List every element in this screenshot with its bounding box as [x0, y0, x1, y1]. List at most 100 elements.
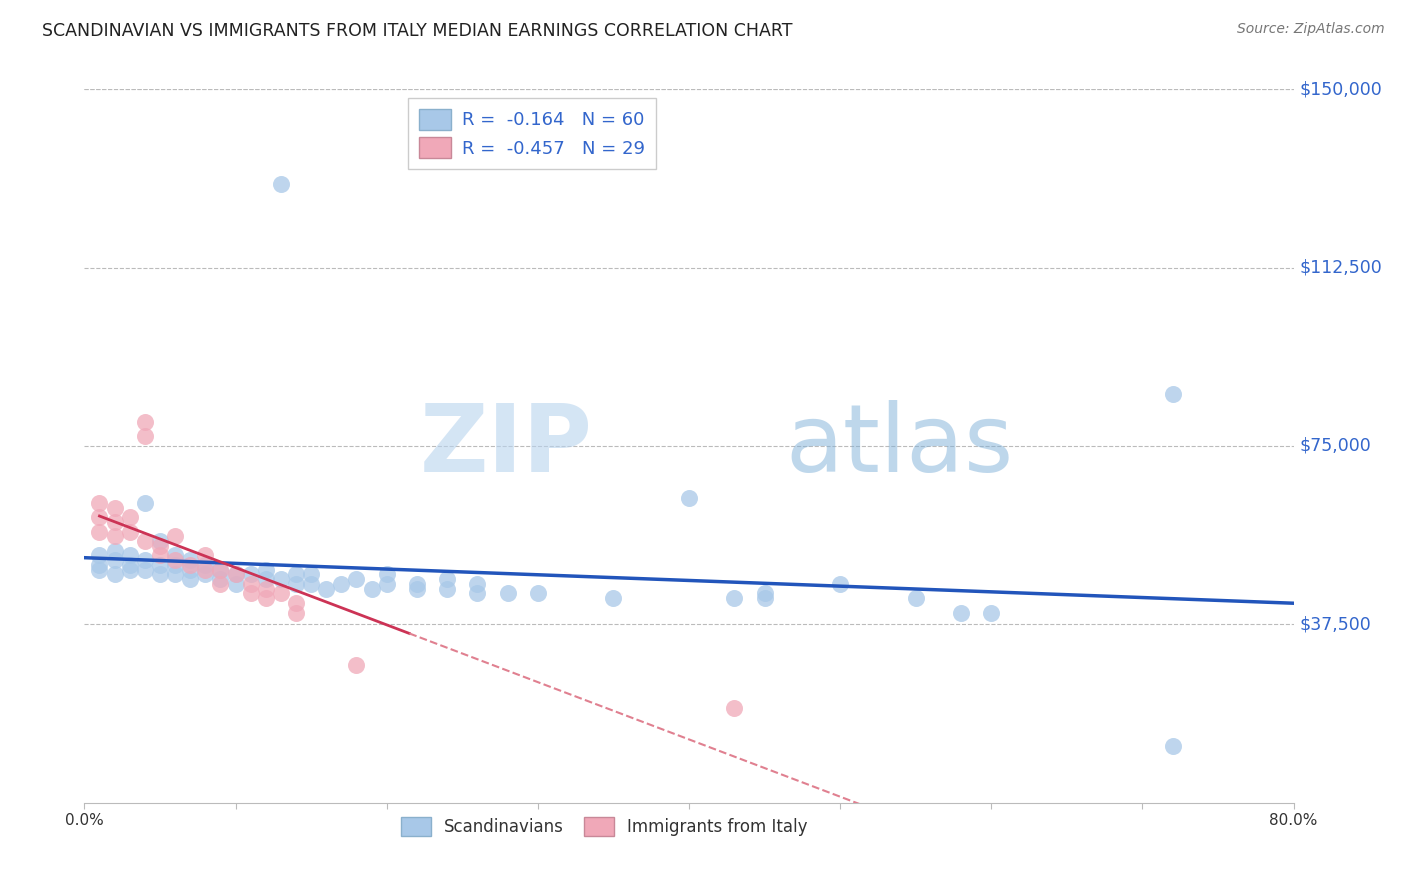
Point [375, 567, 398, 582]
Text: $37,500: $37,500 [1299, 615, 1371, 633]
Point [194, 567, 217, 582]
Point [678, 491, 700, 506]
Point [89, 563, 111, 577]
Point [239, 577, 262, 591]
Point [89, 549, 111, 563]
Point [118, 549, 141, 563]
Point [375, 577, 398, 591]
Point [754, 586, 776, 600]
Point [225, 577, 247, 591]
Point [830, 577, 852, 591]
Point [134, 429, 156, 443]
Point [723, 700, 745, 714]
Text: Source: ZipAtlas.com: Source: ZipAtlas.com [1237, 22, 1385, 37]
Point [346, 572, 368, 586]
Point [118, 524, 141, 539]
Point [134, 496, 156, 510]
Point [209, 577, 232, 591]
Point [104, 515, 127, 529]
Point [209, 572, 232, 586]
Point [254, 582, 277, 596]
Point [149, 558, 172, 572]
Point [165, 553, 187, 567]
Point [406, 582, 429, 596]
Text: ZIP: ZIP [419, 400, 592, 492]
Point [496, 586, 519, 600]
Point [104, 567, 127, 582]
Point [299, 577, 322, 591]
Point [149, 549, 172, 563]
Text: $150,000: $150,000 [1299, 80, 1382, 98]
Point [950, 606, 973, 620]
Point [165, 558, 187, 572]
Point [270, 572, 292, 586]
Point [285, 567, 308, 582]
Point [194, 563, 217, 577]
Point [89, 496, 111, 510]
Point [904, 591, 927, 606]
Point [149, 539, 172, 553]
Point [104, 553, 127, 567]
Point [104, 529, 127, 543]
Point [723, 591, 745, 606]
Point [104, 500, 127, 515]
Point [194, 558, 217, 572]
Point [754, 591, 776, 606]
Point [134, 553, 156, 567]
Text: $75,000: $75,000 [1299, 437, 1371, 455]
Point [225, 567, 247, 582]
Point [118, 563, 141, 577]
Point [118, 558, 141, 572]
Point [360, 582, 382, 596]
Point [346, 657, 368, 672]
Point [299, 567, 322, 582]
Point [436, 582, 458, 596]
Point [239, 567, 262, 582]
Text: SCANDINAVIAN VS IMMIGRANTS FROM ITALY MEDIAN EARNINGS CORRELATION CHART: SCANDINAVIAN VS IMMIGRANTS FROM ITALY ME… [42, 22, 793, 40]
Legend: Scandinavians, Immigrants from Italy: Scandinavians, Immigrants from Italy [392, 808, 815, 845]
Point [134, 415, 156, 429]
Point [602, 591, 624, 606]
Point [254, 563, 277, 577]
Point [467, 577, 489, 591]
Point [149, 567, 172, 582]
Point [194, 549, 217, 563]
Text: atlas: atlas [786, 400, 1014, 492]
Point [89, 558, 111, 572]
Point [1161, 386, 1184, 401]
Point [89, 524, 111, 539]
Point [436, 572, 458, 586]
Point [209, 563, 232, 577]
Point [165, 567, 187, 582]
Point [179, 553, 201, 567]
Point [179, 558, 201, 572]
Point [285, 606, 308, 620]
Point [254, 591, 277, 606]
Point [270, 586, 292, 600]
Point [209, 563, 232, 577]
Point [165, 529, 187, 543]
Point [467, 586, 489, 600]
Point [406, 577, 429, 591]
Point [89, 510, 111, 524]
Point [179, 572, 201, 586]
Point [527, 586, 550, 600]
Point [1161, 739, 1184, 753]
Point [980, 606, 1002, 620]
Point [225, 567, 247, 582]
Point [315, 582, 337, 596]
Point [270, 178, 292, 192]
Point [285, 596, 308, 610]
Text: $112,500: $112,500 [1299, 259, 1382, 277]
Point [254, 572, 277, 586]
Point [149, 534, 172, 549]
Point [104, 543, 127, 558]
Point [118, 510, 141, 524]
Point [330, 577, 353, 591]
Point [134, 534, 156, 549]
Point [165, 549, 187, 563]
Point [239, 586, 262, 600]
Point [134, 563, 156, 577]
Point [179, 563, 201, 577]
Point [285, 577, 308, 591]
